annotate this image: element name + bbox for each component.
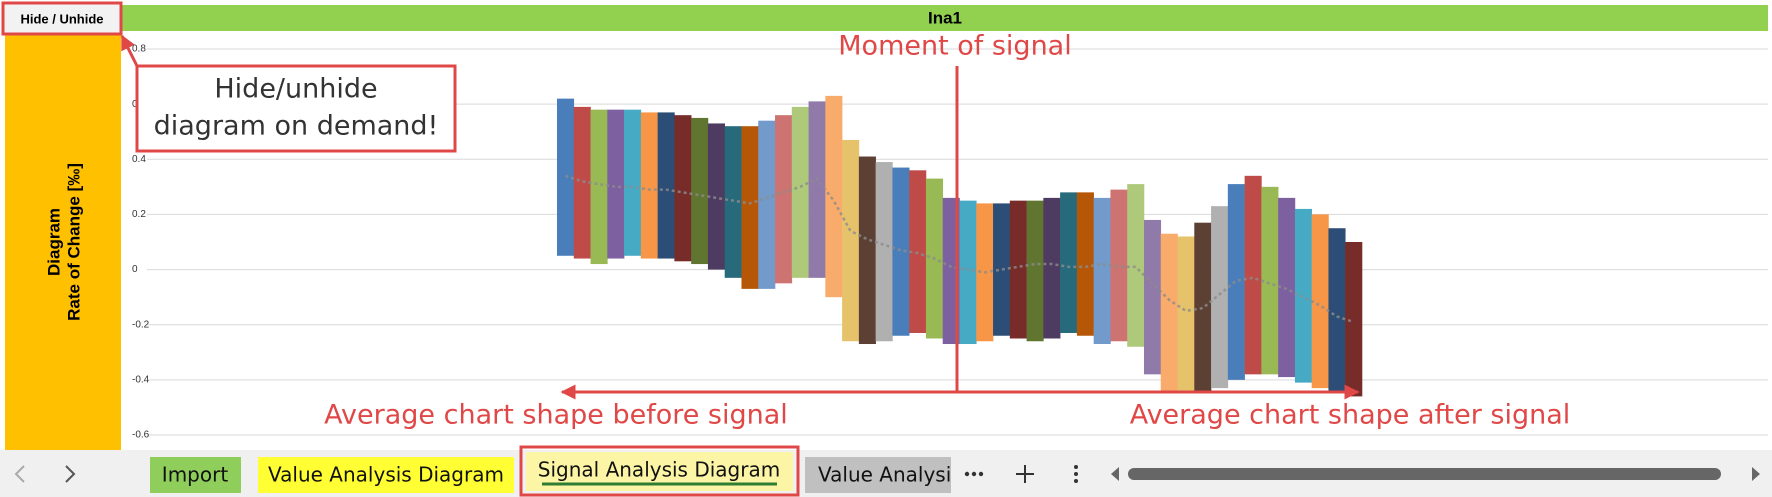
scroll-right[interactable] — [1752, 467, 1760, 481]
bar — [657, 112, 675, 259]
y-axis-label: Diagram — [44, 208, 63, 276]
bar — [858, 156, 876, 345]
bar — [1060, 192, 1078, 333]
bar — [1345, 242, 1363, 397]
tab[interactable] — [150, 457, 241, 493]
bar — [825, 95, 843, 298]
bar — [1143, 219, 1162, 375]
bar — [892, 167, 910, 336]
bar — [1093, 197, 1111, 345]
tab-label[interactable]: Import — [162, 463, 229, 487]
y-tick-label: 0.4 — [132, 154, 146, 165]
bar — [791, 106, 809, 278]
bar — [573, 106, 591, 259]
tab[interactable] — [805, 457, 951, 493]
bar — [724, 126, 742, 278]
bar — [590, 109, 608, 265]
bar — [775, 115, 793, 284]
bar — [707, 123, 726, 270]
bar — [624, 109, 642, 256]
average-line — [564, 174, 1355, 324]
tab-label[interactable]: Value Analysis Diagram — [268, 463, 504, 487]
bar — [959, 200, 977, 345]
bar — [1294, 208, 1312, 383]
bar — [1160, 233, 1178, 391]
bar — [1278, 197, 1296, 378]
bar — [1076, 192, 1094, 336]
options[interactable] — [1074, 465, 1078, 483]
bar — [1244, 175, 1262, 375]
bar — [1177, 236, 1195, 391]
y-tick-label: -0.4 — [132, 374, 150, 385]
bar — [691, 117, 709, 265]
scrollbar-thumb[interactable] — [1128, 468, 1721, 480]
bar — [1110, 189, 1128, 342]
more-tabs[interactable] — [964, 471, 984, 477]
bar — [741, 126, 759, 289]
bar — [557, 98, 575, 256]
annotation: Average chart shape before signal — [324, 400, 788, 431]
tab-label[interactable]: Signal Analysis Diagram — [538, 458, 780, 482]
bar — [1026, 200, 1044, 342]
bar — [1127, 184, 1145, 347]
tab-label[interactable]: Value Analysis — [818, 463, 962, 487]
annotation: Moment of signal — [838, 31, 1071, 62]
y-tick-label: 0.8 — [132, 44, 146, 55]
y-tick-label: 0 — [132, 264, 138, 275]
bar — [674, 115, 692, 262]
y-axis-label: Rate of Change [‰] — [64, 163, 83, 321]
bar — [1311, 214, 1329, 389]
y-tick-label: 0.2 — [132, 209, 146, 220]
tab[interactable] — [258, 457, 514, 493]
bar — [1043, 197, 1061, 339]
y-tick-label: -0.6 — [132, 430, 150, 441]
annotation: Average chart shape after signal — [1130, 400, 1571, 431]
bar — [758, 120, 776, 289]
note-text: diagram on demand! — [154, 111, 439, 142]
bar — [1227, 184, 1245, 380]
bar — [607, 109, 625, 259]
note-text: Hide/unhide — [214, 74, 377, 105]
bar — [1009, 200, 1027, 339]
scroll-left[interactable] — [1111, 467, 1119, 481]
bar — [875, 162, 893, 342]
note-box — [135, 64, 457, 153]
y-label-panel — [5, 34, 121, 450]
next-sheet[interactable] — [65, 465, 76, 483]
plot-area: -0.6-0.4-0.200.20.40.60.8 — [132, 44, 1768, 441]
title-bar — [122, 5, 1768, 31]
prev-sheet[interactable] — [14, 465, 25, 483]
highlight-box — [519, 445, 800, 497]
bar — [640, 112, 658, 259]
hide-button[interactable] — [1, 1, 123, 36]
bar — [1194, 222, 1212, 391]
hide-button-label[interactable]: Hide / Unhide — [20, 11, 103, 26]
bar — [1261, 186, 1279, 375]
add-sheet[interactable] — [1016, 465, 1034, 483]
bar — [842, 139, 860, 342]
bar — [1211, 206, 1229, 389]
bar — [1328, 228, 1346, 391]
y-tick-label: -0.2 — [132, 319, 150, 330]
bar — [993, 203, 1011, 336]
pointer — [120, 34, 139, 67]
bar — [909, 170, 927, 333]
chart-title: Ina1 — [928, 8, 962, 27]
bar — [808, 101, 826, 278]
